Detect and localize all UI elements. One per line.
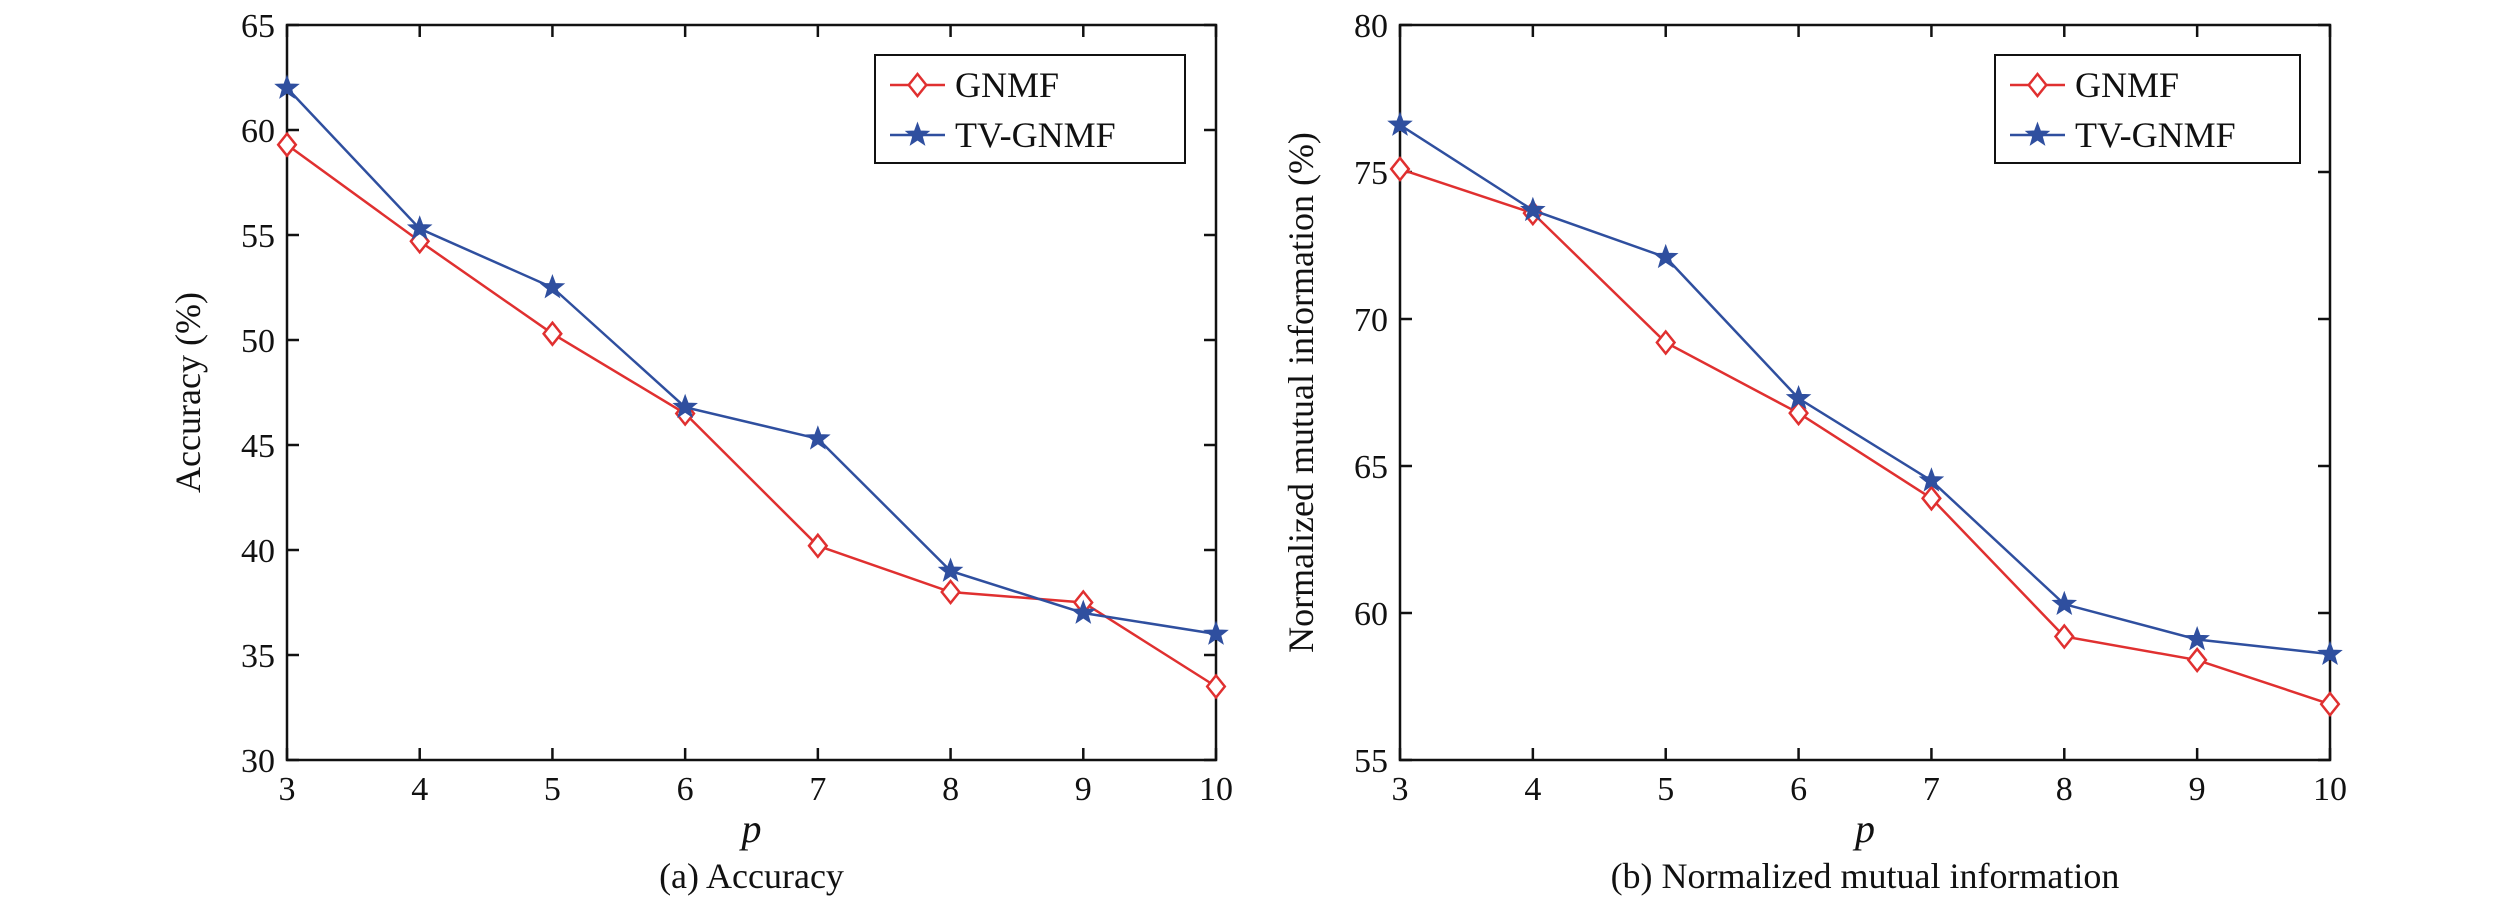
y-tick-label: 70 <box>1354 302 1388 339</box>
y-tick-label: 65 <box>1354 449 1388 486</box>
x-tick-label: 9 <box>2189 771 2206 808</box>
y-tick-label: 75 <box>1354 155 1388 192</box>
x-tick-label: 6 <box>677 771 694 808</box>
data-point <box>942 581 960 603</box>
y-tick-label: 55 <box>241 218 275 255</box>
y-axis-label: Normalized mutual information (%) <box>1281 132 1321 653</box>
data-point <box>544 323 562 345</box>
legend-label: GNMF <box>2075 65 2179 105</box>
legend-label: TV-GNMF <box>955 115 1116 155</box>
series-line <box>287 88 1216 634</box>
chart-panel-nmi: 3 4 5 6 7 8 9 10 55 60 65 70 75 80 p (b) Normalized mut… <box>1281 8 2347 896</box>
x-tick-label: 10 <box>2313 771 2347 808</box>
y-tick-label: 45 <box>241 428 275 465</box>
y-tick-label: 65 <box>241 8 275 45</box>
x-tick-label: 9 <box>1075 771 1092 808</box>
x-tick-label: 8 <box>2056 771 2073 808</box>
x-tick-label: 5 <box>1657 771 1674 808</box>
x-tick-label: 3 <box>1392 771 1409 808</box>
series-line <box>1400 125 2330 654</box>
x-tick-label: 6 <box>1790 771 1807 808</box>
data-point <box>2188 649 2206 671</box>
x-tick-label: 8 <box>942 771 959 808</box>
legend-label: GNMF <box>955 65 1059 105</box>
x-tick-label: 10 <box>1199 771 1233 808</box>
chart-caption: (b) Normalized mutual information <box>1611 856 2120 896</box>
y-axis-label: Accuracy (%) <box>168 292 208 493</box>
legend: GNMF TV-GNMF <box>1995 55 2300 163</box>
y-tick-label: 60 <box>241 113 275 150</box>
data-point <box>2321 693 2339 715</box>
y-tick-label: 55 <box>1354 743 1388 780</box>
y-tick-label: 80 <box>1354 8 1388 45</box>
data-point <box>1207 676 1225 698</box>
y-tick-label: 50 <box>241 323 275 360</box>
data-point <box>1654 245 1677 267</box>
chart-caption: (a) Accuracy <box>659 856 844 896</box>
figure: 3 4 5 6 7 8 9 103035404550556065p(a) AccuracyAc… <box>0 0 2520 904</box>
y-tick-label: 40 <box>241 533 275 570</box>
series-line <box>1400 169 2330 704</box>
y-tick-label: 60 <box>1354 596 1388 633</box>
x-tick-label: 4 <box>1524 771 1541 808</box>
data-point <box>1391 158 1409 180</box>
x-axis-label: p <box>739 806 762 851</box>
x-tick-label: 7 <box>1923 771 1940 808</box>
data-point <box>2186 627 2209 649</box>
legend: GNMF TV-GNMF <box>875 55 1185 163</box>
series-tv-gnmf <box>1389 113 2342 664</box>
legend-label: TV-GNMF <box>2075 115 2236 155</box>
x-tick-label: 4 <box>411 771 428 808</box>
x-tick-label: 7 <box>809 771 826 808</box>
x-tick-label: 5 <box>544 771 561 808</box>
y-tick-label: 35 <box>241 638 275 675</box>
x-tick-label: 3 <box>279 771 296 808</box>
y-tick-label: 30 <box>241 743 275 780</box>
x-axis-label: p <box>1852 806 1875 851</box>
data-point <box>278 134 296 156</box>
